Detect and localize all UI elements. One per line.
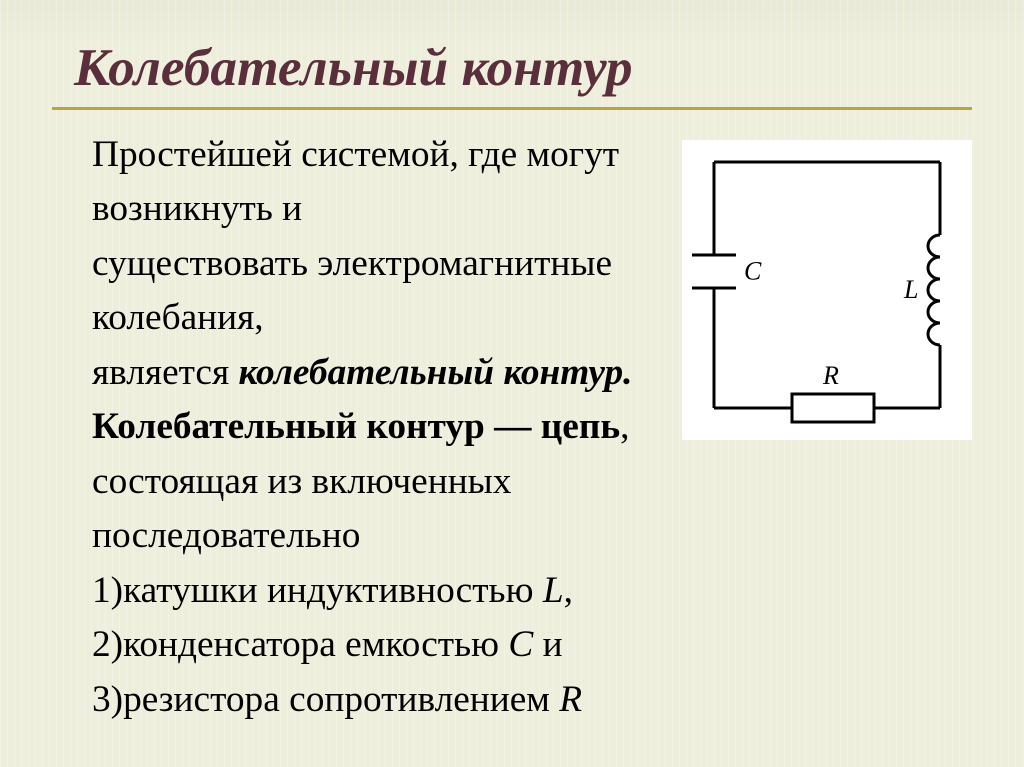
item1c: , — [564, 570, 573, 611]
item2a: 2)конденсатора емкостью — [92, 624, 508, 665]
item1a: 1)катушки индуктивностью — [92, 570, 543, 611]
title-divider — [52, 107, 972, 110]
title-block: Колебательный контур — [74, 38, 972, 97]
intro-line-2: существовать электромагнитные колебания, — [92, 237, 658, 346]
item2b: С — [508, 624, 542, 665]
item-1: 1)катушки индуктивностью L, — [92, 564, 658, 618]
intro-line-3: является колебательный контур. — [92, 346, 658, 400]
def-line-2: состоящая из включенных — [92, 455, 658, 509]
def-1a-bold: Колебательный контур — цепь — [92, 406, 620, 447]
def-1b: , — [620, 406, 629, 447]
text-column: Простейшей системой, где могут возникнут… — [92, 128, 658, 727]
item-2: 2)конденсатора емкостью С и — [92, 618, 658, 672]
svg-text:C: C — [744, 256, 762, 285]
item3b: R — [559, 679, 582, 720]
page-title: Колебательный контур — [74, 38, 972, 97]
intro-3a: является — [92, 352, 239, 393]
circuit-diagram: C L R — [682, 140, 972, 440]
item2c: и — [543, 624, 563, 665]
item1b: L — [543, 570, 564, 611]
figure-column: C L R — [682, 140, 972, 440]
content-row: Простейшей системой, где могут возникнут… — [52, 128, 972, 727]
item3a: 3)резистора сопротивлением — [92, 679, 559, 720]
intro-3b-emph: колебательный контур. — [239, 352, 633, 393]
def-line-3: последовательно — [92, 509, 658, 563]
intro-line-1: Простейшей системой, где могут возникнут… — [92, 128, 658, 237]
svg-text:R: R — [822, 361, 839, 390]
slide: Колебательный контур Простейшей системой… — [0, 0, 1024, 767]
item-3: 3)резистора сопротивлением R — [92, 673, 658, 727]
def-line-1: Колебательный контур — цепь, — [92, 400, 658, 454]
svg-text:L: L — [903, 275, 918, 304]
